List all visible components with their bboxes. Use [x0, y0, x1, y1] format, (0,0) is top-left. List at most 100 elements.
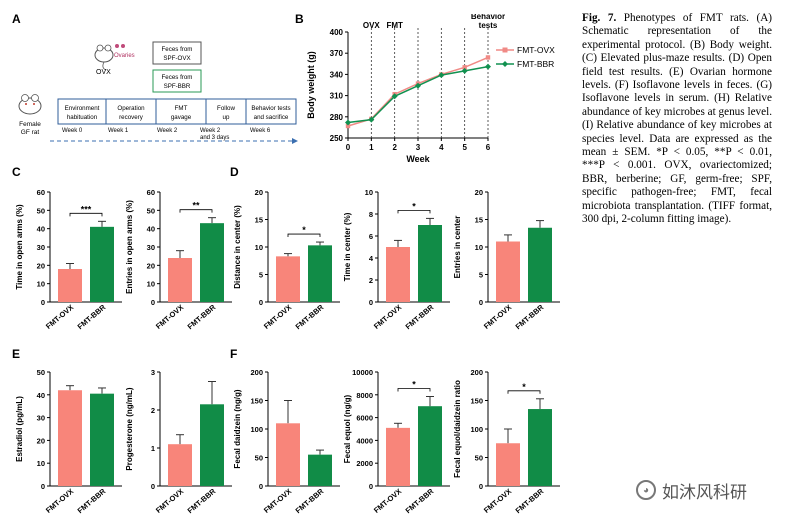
entries-open-arms-chart: 0 10 20 30 40 50 60 Entries in open arms (%) FMT… — [125, 188, 232, 331]
y-tick-label: 50 — [37, 368, 45, 377]
y-axis-label: Progesterone (ng/mL) — [125, 387, 134, 470]
y-tick-label: 370 — [330, 49, 344, 58]
watermark-text: 如沐风科研 — [662, 482, 747, 502]
bar — [386, 247, 410, 302]
y-axis-label: Body weight (g) — [306, 51, 316, 119]
y-tick-label: 200 — [470, 368, 483, 377]
data-point — [345, 119, 351, 126]
y-tick-label: 5 — [479, 271, 483, 280]
y-axis-label: Estradiol (pg/mL) — [15, 396, 24, 462]
y-tick-label: 0 — [369, 298, 373, 307]
x-tick-label: FMT-BBR — [514, 302, 546, 331]
x-tick-label: FMT-OVX — [44, 303, 75, 331]
y-tick-label: 10 — [37, 280, 45, 289]
bar — [200, 223, 224, 302]
y-tick-label: 40 — [37, 225, 45, 234]
panel-label-f: F — [230, 347, 238, 361]
x-tick-label: FMT-BBR — [404, 486, 436, 515]
x-tick-label: FMT-BBR — [76, 302, 108, 331]
gf-rat-icon — [18, 94, 42, 115]
feces-box-bbr-line1: Feces from — [162, 74, 193, 81]
distance-center-chart: 0 5 10 15 20 Distance in center (%) FMT-OVX FMT… — [233, 188, 340, 331]
x-tick-label: FMT-OVX — [262, 303, 293, 331]
bar — [528, 409, 552, 486]
y-tick-label: 0 — [151, 298, 155, 307]
bar — [168, 258, 192, 302]
series-line — [347, 56, 489, 127]
stage-label: recovery — [119, 114, 144, 121]
body-weight-chart: 250 280 310 340 370 400 0 1 2 3 4 5 6 Week Body weight… — [306, 14, 555, 164]
data-point — [391, 93, 398, 100]
y-tick-label: 15 — [255, 216, 263, 225]
fecal-equol-daidzein-ratio-chart: 0 50 100 150 200 Fecal equol/daidzein ratio FM… — [453, 368, 560, 515]
x-tick-label: FMT-OVX — [482, 303, 513, 331]
bar — [58, 390, 82, 486]
y-tick-label: 50 — [255, 454, 263, 463]
data-point — [485, 55, 491, 60]
bar — [58, 269, 82, 302]
data-point — [485, 63, 491, 70]
stage-label: Operation — [117, 105, 145, 112]
x-tick-label: FMT-BBR — [294, 302, 326, 331]
significance-marker: * — [302, 225, 306, 235]
data-point — [345, 123, 351, 129]
stage-label: gavage — [171, 114, 192, 121]
y-tick-label: 150 — [250, 397, 263, 406]
y-tick-label: 0 — [479, 298, 483, 307]
y-axis-label: Distance in center (%) — [233, 205, 242, 289]
timepoint-label: tests — [479, 21, 498, 30]
data-point — [438, 72, 445, 79]
stage-label: up — [223, 114, 230, 121]
data-point — [368, 116, 375, 123]
panel-label-e: E — [12, 347, 21, 361]
stage-box — [245, 98, 297, 125]
x-tick-label: FMT-OVX — [154, 487, 185, 515]
bar — [496, 443, 520, 486]
bar — [418, 225, 442, 302]
bar — [276, 423, 300, 486]
y-axis-label: Entries in open arms (%) — [125, 200, 134, 294]
y-axis-label: Fecal equol (ng/g) — [343, 394, 352, 463]
y-tick-label: 2 — [151, 406, 155, 415]
stage-label: FMT — [175, 105, 188, 112]
week-label: Week 1 — [108, 128, 129, 134]
panel-label-c: C — [12, 165, 21, 179]
y-tick-label: 6 — [369, 232, 373, 241]
y-tick-label: 40 — [147, 225, 155, 234]
y-tick-label: 250 — [330, 134, 344, 143]
stage-label: Environment — [65, 105, 100, 112]
y-tick-label: 1 — [151, 444, 155, 453]
significance-bracket — [179, 209, 213, 213]
y-tick-label: 20 — [37, 261, 45, 270]
y-tick-label: 30 — [37, 243, 45, 252]
y-tick-label: 50 — [147, 206, 155, 215]
stage-box — [105, 98, 157, 125]
significance-bracket — [397, 210, 431, 214]
significance-bracket — [397, 388, 431, 392]
y-axis-label: Time in open arms (%) — [15, 204, 24, 290]
significance-marker: *** — [81, 204, 92, 214]
estradiol-chart: 0 10 20 30 40 50 Estradiol (pg/mL) FMT-OVX FMT-B… — [15, 368, 122, 515]
week-label: Week 2 — [157, 128, 178, 134]
data-point — [461, 67, 468, 74]
x-tick-label: 6 — [486, 143, 491, 152]
week-label: Week 2 — [200, 128, 221, 134]
gf-rat-label-line1: Female — [19, 121, 41, 128]
feces-box-ovx — [152, 41, 202, 65]
stage-box — [205, 98, 247, 125]
y-tick-label: 5 — [259, 271, 263, 280]
y-tick-label: 40 — [37, 391, 45, 400]
bar — [276, 256, 300, 302]
legend-label: FMT-OVX — [517, 45, 555, 55]
ovaries-icon — [115, 44, 125, 48]
ovx-label: OVX — [96, 69, 111, 76]
x-tick-label: 1 — [369, 143, 374, 152]
x-tick-label: FMT-OVX — [482, 487, 513, 515]
x-tick-label: FMT-BBR — [186, 486, 218, 515]
y-tick-label: 200 — [250, 368, 263, 377]
stage-label: Follow — [217, 105, 235, 112]
significance-marker: * — [412, 380, 416, 390]
y-tick-label: 0 — [479, 482, 483, 491]
y-tick-label: 10 — [365, 188, 373, 197]
